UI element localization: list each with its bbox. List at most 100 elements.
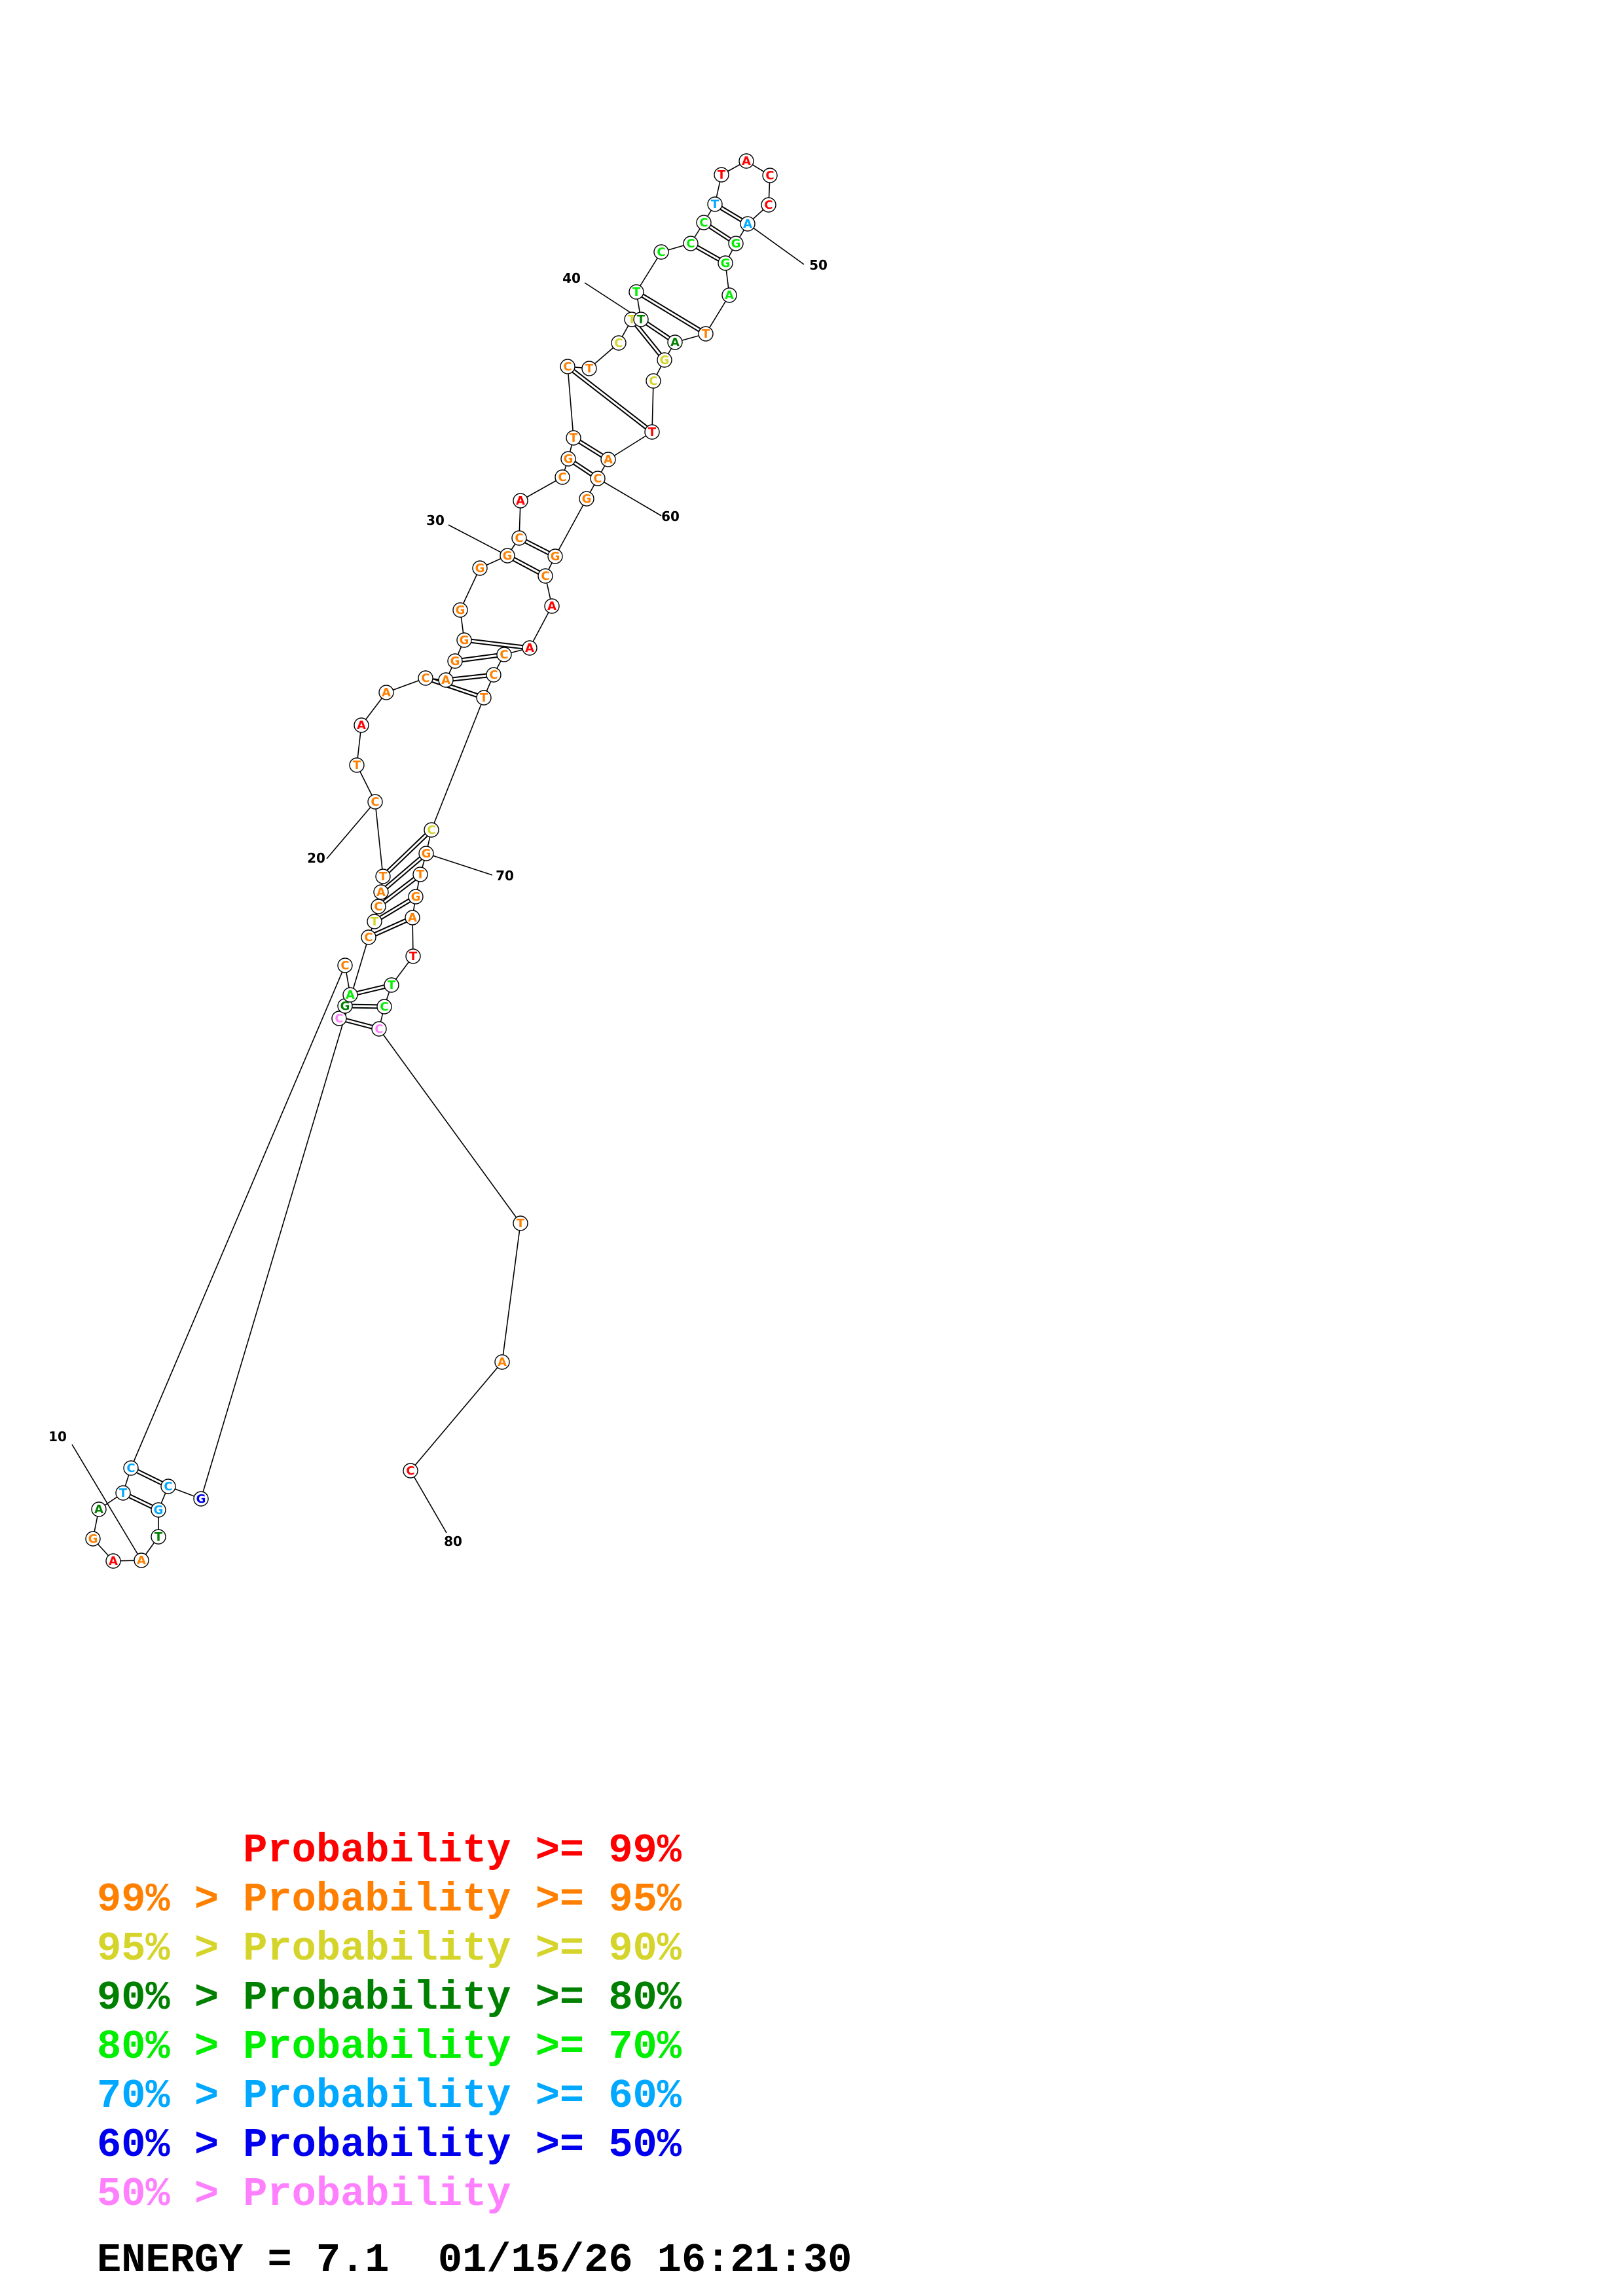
nucleotide-circle bbox=[456, 632, 472, 648]
nucleotide-50: A bbox=[740, 216, 756, 232]
nucleotide-31: C bbox=[511, 530, 527, 546]
nucleotide-circle bbox=[85, 1531, 101, 1547]
nucleotide-circle bbox=[611, 335, 627, 351]
nucleotide-letter: A bbox=[743, 217, 752, 231]
nucleotide-circle bbox=[418, 670, 433, 686]
legend-row: 50% > Probability bbox=[97, 2170, 682, 2219]
nucleotide-58: T bbox=[644, 424, 660, 440]
nucleotide-circle bbox=[123, 1460, 139, 1476]
nucleotide-40: T bbox=[633, 312, 649, 327]
base-pair-bond bbox=[381, 854, 428, 894]
nucleotide-letter: G bbox=[450, 655, 460, 668]
nucleotide-11: T bbox=[151, 1529, 166, 1545]
base-pair-bond bbox=[568, 365, 654, 431]
tick-label: 10 bbox=[48, 1429, 67, 1444]
nucleotide-letter: A bbox=[376, 886, 386, 899]
nucleotide-circle bbox=[342, 987, 358, 1003]
base-pair-bond bbox=[369, 918, 414, 940]
base-pair-bond bbox=[630, 319, 664, 362]
nucleotide-letter: T bbox=[702, 327, 710, 341]
nucleotide-35: T bbox=[566, 430, 581, 446]
nucleotide-letter: C bbox=[558, 471, 566, 484]
nucleotide-circle bbox=[151, 1502, 166, 1518]
tick-label: 50 bbox=[809, 257, 828, 273]
nucleotide-6: T bbox=[115, 1485, 131, 1501]
nucleotide-circle bbox=[544, 598, 560, 614]
nucleotide-circle bbox=[378, 685, 394, 700]
legend-prefix bbox=[97, 1827, 243, 1874]
legend-row: 60% > Probability >= 50% bbox=[97, 2121, 682, 2170]
base-pair-bond bbox=[464, 641, 530, 651]
nucleotide-letter: C bbox=[686, 237, 695, 251]
backbone-segment bbox=[378, 1028, 521, 1224]
nucleotide-54: T bbox=[698, 326, 714, 342]
nucleotide-letter: C bbox=[364, 931, 373, 944]
nucleotide-circle bbox=[91, 1501, 107, 1517]
nucleotide-letter: A bbox=[357, 719, 366, 732]
nucleotide-52: G bbox=[718, 255, 733, 271]
nucleotide-32: A bbox=[513, 493, 528, 509]
nucleotide-letter: C bbox=[126, 1462, 135, 1475]
nucleotide-circle bbox=[371, 1021, 387, 1037]
nucleotide-letter: A bbox=[382, 686, 391, 700]
nucleotide-1: C bbox=[331, 1011, 347, 1026]
base-pair-bond bbox=[374, 897, 417, 924]
tick-label: 20 bbox=[307, 850, 325, 866]
nucleotide-circle bbox=[337, 958, 353, 973]
nucleotide-circle bbox=[683, 236, 699, 251]
base-pair-bond bbox=[455, 655, 505, 664]
nucleotide-41: T bbox=[629, 284, 644, 300]
legend-row: 80% > Probability >= 70% bbox=[97, 2022, 682, 2072]
nucleotide-46: T bbox=[714, 167, 729, 183]
nucleotide-circle bbox=[761, 197, 776, 213]
backbone-segment bbox=[431, 697, 484, 831]
legend-label: Probability >= 70% bbox=[243, 2024, 682, 2070]
base-pair-bond bbox=[384, 831, 433, 878]
nucleotide-circle bbox=[115, 1485, 131, 1501]
nucleotide-circle bbox=[653, 244, 669, 260]
nucleotide-letter: C bbox=[563, 360, 572, 374]
nucleotide-circle bbox=[579, 491, 594, 507]
nucleotide-letter: C bbox=[371, 795, 379, 809]
nucleotide-circle bbox=[476, 690, 492, 706]
nucleotide-45: T bbox=[707, 196, 723, 212]
nucleotide-letter: T bbox=[119, 1486, 128, 1500]
backbone-segment bbox=[608, 431, 653, 460]
backbone-segment bbox=[529, 605, 553, 649]
nucleotide-34: G bbox=[560, 451, 576, 467]
nucleotide-75: T bbox=[384, 977, 399, 993]
nucleotide-30: G bbox=[500, 548, 515, 564]
nucleotide-circle bbox=[193, 1491, 209, 1507]
nucleotide-letter: C bbox=[406, 1464, 414, 1478]
nucleotide-74: T bbox=[405, 948, 421, 964]
nucleotide-letter: G bbox=[154, 1503, 164, 1517]
tick-leader-line bbox=[410, 1470, 447, 1534]
backbone-segment bbox=[555, 498, 587, 557]
nucleotide-letter: C bbox=[764, 198, 773, 212]
nucleotide-letter: A bbox=[547, 600, 556, 613]
nucleotide-63: C bbox=[538, 568, 553, 584]
nucleotide-circle bbox=[740, 216, 756, 232]
nucleotide-circle bbox=[447, 653, 463, 669]
backbone-segment bbox=[200, 937, 369, 1499]
legend-label: Probability >= 50% bbox=[243, 2122, 682, 2168]
nucleotide-circle bbox=[560, 451, 576, 467]
legend-prefix: 95% > bbox=[97, 1926, 244, 1972]
base-pair-bond bbox=[635, 293, 706, 336]
nucleotide-circle bbox=[511, 530, 527, 546]
nucleotide-16: T bbox=[367, 914, 382, 929]
nucleotide-letter: G bbox=[503, 549, 513, 563]
nucleotide-circle bbox=[367, 794, 383, 810]
nucleotide-circle bbox=[644, 424, 660, 440]
nucleotide-circle bbox=[405, 910, 420, 925]
nucleotide-letter: A bbox=[109, 1554, 118, 1568]
nucleotide-42: C bbox=[653, 244, 669, 260]
tick-leader-line bbox=[448, 524, 508, 556]
nucleotide-circle bbox=[494, 1354, 510, 1370]
nucleotide-17: C bbox=[371, 899, 386, 914]
nucleotide-62: G bbox=[547, 548, 563, 564]
nucleotide-circle bbox=[373, 884, 389, 900]
legend-label: Probability >= 99% bbox=[243, 1827, 682, 1874]
nucleotide-29: G bbox=[472, 560, 488, 576]
nucleotide-letter: C bbox=[541, 569, 549, 583]
